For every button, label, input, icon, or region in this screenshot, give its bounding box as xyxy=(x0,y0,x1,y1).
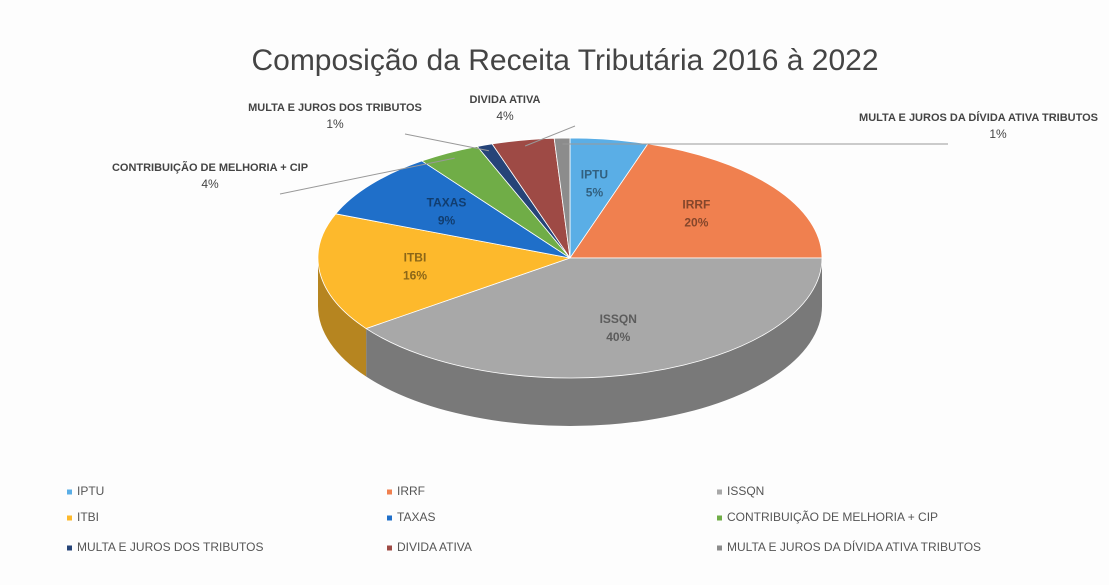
data-label-name: IRRF xyxy=(682,197,710,211)
leader-line xyxy=(404,133,490,152)
slice xyxy=(553,137,571,259)
data-label-value: 40% xyxy=(606,330,630,344)
slice-side xyxy=(366,258,822,427)
legend-label: IRRF xyxy=(397,484,425,498)
legend-swatch xyxy=(67,515,72,521)
data-label-value: 4% xyxy=(496,109,514,123)
data-label-value: 16% xyxy=(403,268,427,282)
legend-label: MULTA E JUROS DA DÍVIDA ATIVA TRIBUTOS xyxy=(727,539,981,554)
chart-title: Composição da Receita Tributária 2016 à … xyxy=(251,44,878,77)
data-label-value: 9% xyxy=(438,214,456,228)
leader-line xyxy=(279,157,455,195)
legend-label: MULTA E JUROS DOS TRIBUTOS xyxy=(77,540,263,554)
data-label-name: DIVIDA ATIVA xyxy=(470,94,541,106)
legend-swatch xyxy=(717,489,722,495)
data-label-name: ISSQN xyxy=(600,312,637,326)
legend-label: CONTRIBUIÇÃO DE MELHORIA + CIP xyxy=(727,510,938,524)
slice xyxy=(334,160,571,259)
legend-label: DIVIDA ATIVA xyxy=(397,540,472,554)
legend-swatch xyxy=(387,545,392,551)
data-label-value: 4% xyxy=(201,177,219,191)
slice-side xyxy=(318,258,367,377)
legend-label: ITBI xyxy=(77,510,99,524)
legend-swatch xyxy=(67,489,72,495)
slice xyxy=(365,257,823,379)
legend-swatch xyxy=(717,545,722,551)
leader-line xyxy=(524,125,576,147)
legend-swatch xyxy=(717,515,722,521)
legend-swatch xyxy=(387,515,392,521)
data-label-name: IPTU xyxy=(581,168,608,182)
data-label-value: 5% xyxy=(586,186,604,200)
data-label-value: 1% xyxy=(326,117,344,131)
data-label-name: TAXAS xyxy=(427,196,467,210)
slice xyxy=(569,143,823,259)
slice xyxy=(317,213,572,329)
data-label-value: 1% xyxy=(989,127,1007,141)
legend-swatch xyxy=(387,489,392,495)
legend-label: IPTU xyxy=(77,484,104,498)
data-label-name: MULTA E JUROS DA DÍVIDA ATIVA TRIBUTOS xyxy=(859,111,1098,124)
data-label-value: 20% xyxy=(684,215,708,229)
data-label-name: MULTA E JUROS DOS TRIBUTOS xyxy=(248,102,422,114)
legend-swatch xyxy=(67,545,72,551)
legend-label: ISSQN xyxy=(727,484,764,498)
legend-label: TAXAS xyxy=(397,510,435,524)
data-label-name: CONTRIBUIÇÃO DE MELHORIA + CIP xyxy=(112,161,308,174)
data-label-name: ITBI xyxy=(404,250,427,264)
